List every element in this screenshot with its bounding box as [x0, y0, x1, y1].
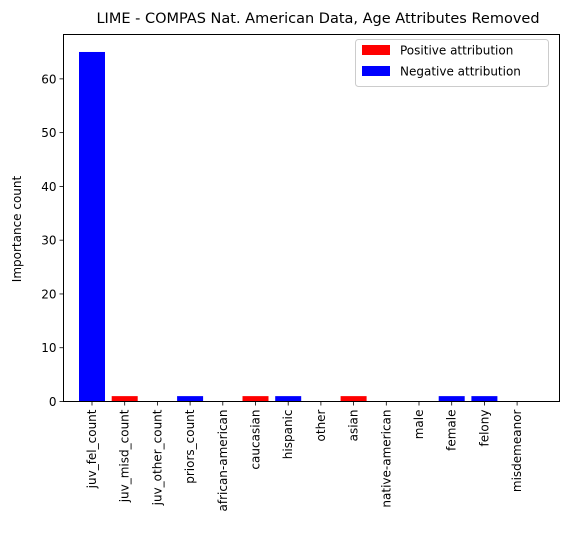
- x-tick-label: female: [445, 410, 459, 451]
- y-tick-label: 30: [41, 234, 56, 248]
- legend-label: Negative attribution: [400, 65, 521, 79]
- x-tick-label: juv_misd_count: [118, 409, 132, 503]
- x-tick-label: caucasian: [249, 410, 263, 470]
- plot-frame: [63, 34, 560, 402]
- legend-swatch: [362, 45, 390, 55]
- x-tick-label: felony: [477, 410, 491, 447]
- bar-asian: [340, 396, 367, 402]
- bar-hispanic: [275, 396, 302, 402]
- x-tick-label: hispanic: [281, 410, 295, 460]
- bar-female: [438, 396, 465, 402]
- x-tick-label: priors_count: [183, 409, 197, 484]
- y-axis-label: Importance count: [10, 175, 24, 282]
- y-tick-label: 60: [41, 72, 56, 86]
- x-tick-label: male: [412, 410, 426, 440]
- y-tick-label: 10: [41, 341, 56, 355]
- x-tick-label: juv_fel_count: [85, 409, 99, 489]
- bar-juv_fel_count: [79, 51, 105, 402]
- legend-label: Positive attribution: [400, 44, 513, 58]
- y-ticks-group: 0 10 20 30 40 50 60: [41, 72, 64, 409]
- chart-title: LIME - COMPAS Nat. American Data, Age At…: [96, 11, 539, 27]
- x-ticks-group: juv_fel_count juv_misd_count juv_other_cou…: [85, 401, 524, 512]
- y-tick-label: 50: [41, 126, 56, 140]
- legend: Positive attribution Negative attribution: [355, 39, 549, 87]
- x-tick-label: asian: [347, 410, 361, 442]
- y-tick-label: 0: [49, 395, 57, 409]
- x-tick-label: misdemeanor: [510, 409, 524, 492]
- x-tick-label: juv_other_count: [150, 409, 164, 506]
- x-tick-label: native-american: [379, 410, 393, 508]
- bar-felony: [471, 396, 498, 402]
- x-tick-label: african-american: [216, 410, 230, 512]
- legend-box: [355, 39, 549, 87]
- bar-priors_count: [177, 396, 204, 402]
- legend-swatch: [362, 66, 390, 76]
- bar-caucasian: [242, 396, 269, 402]
- y-tick-label: 20: [41, 287, 56, 301]
- y-tick-label: 40: [41, 180, 56, 194]
- bars-group: [79, 51, 498, 402]
- x-tick-label: other: [314, 409, 328, 441]
- bar-juv_misd_count: [111, 396, 138, 402]
